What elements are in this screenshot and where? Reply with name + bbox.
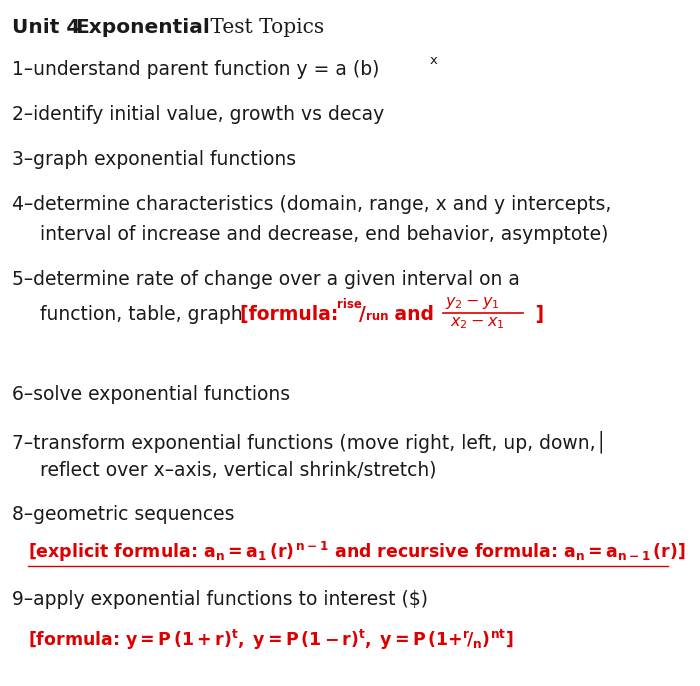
- Text: 1–understand parent function y = a (b): 1–understand parent function y = a (b): [12, 60, 379, 79]
- Text: $x_2 - x_1$: $x_2 - x_1$: [450, 315, 505, 331]
- Text: [formula: $\mathbf{y = P\,(1+r)^t,\; y = P\,(1-r)^t,\; y = P\,(1{+}^r\!/_{n})^{n: [formula: $\mathbf{y = P\,(1+r)^t,\; y =…: [28, 628, 514, 652]
- Text: 2–identify initial value, growth vs decay: 2–identify initial value, growth vs deca…: [12, 105, 384, 124]
- Text: reflect over x–axis, vertical shrink/stretch): reflect over x–axis, vertical shrink/str…: [40, 460, 437, 479]
- Text: 4–determine characteristics (domain, range, x and y intercepts,: 4–determine characteristics (domain, ran…: [12, 195, 611, 214]
- Text: and: and: [388, 305, 440, 324]
- Text: [explicit formula: $\mathbf{a_n = a_1\,(r)^{\,n-1}}$ and recursive formula: $\ma: [explicit formula: $\mathbf{a_n = a_1\,(…: [28, 540, 686, 564]
- Text: Exponential: Exponential: [75, 18, 210, 37]
- Text: x: x: [430, 54, 438, 67]
- Text: /: /: [359, 305, 366, 324]
- Text: ]: ]: [529, 305, 544, 324]
- Text: rise: rise: [337, 298, 362, 311]
- Text: 5–determine rate of change over a given interval on a: 5–determine rate of change over a given …: [12, 270, 520, 289]
- Text: run: run: [366, 310, 389, 323]
- Text: 9–apply exponential functions to interest ($): 9–apply exponential functions to interes…: [12, 590, 428, 609]
- Text: interval of increase and decrease, end behavior, asymptote): interval of increase and decrease, end b…: [40, 225, 608, 244]
- Text: 6–solve exponential functions: 6–solve exponential functions: [12, 385, 290, 404]
- Text: Test Topics: Test Topics: [204, 18, 324, 37]
- Text: function, table, graph: function, table, graph: [40, 305, 248, 324]
- Text: 7–transform exponential functions (move right, left, up, down,│: 7–transform exponential functions (move …: [12, 430, 607, 453]
- Text: 8–geometric sequences: 8–geometric sequences: [12, 505, 234, 524]
- Text: $y_2 - y_1$: $y_2 - y_1$: [445, 295, 500, 311]
- Text: Unit 4: Unit 4: [12, 18, 88, 37]
- Text: [formula:: [formula:: [240, 305, 345, 324]
- Text: 3–graph exponential functions: 3–graph exponential functions: [12, 150, 296, 169]
